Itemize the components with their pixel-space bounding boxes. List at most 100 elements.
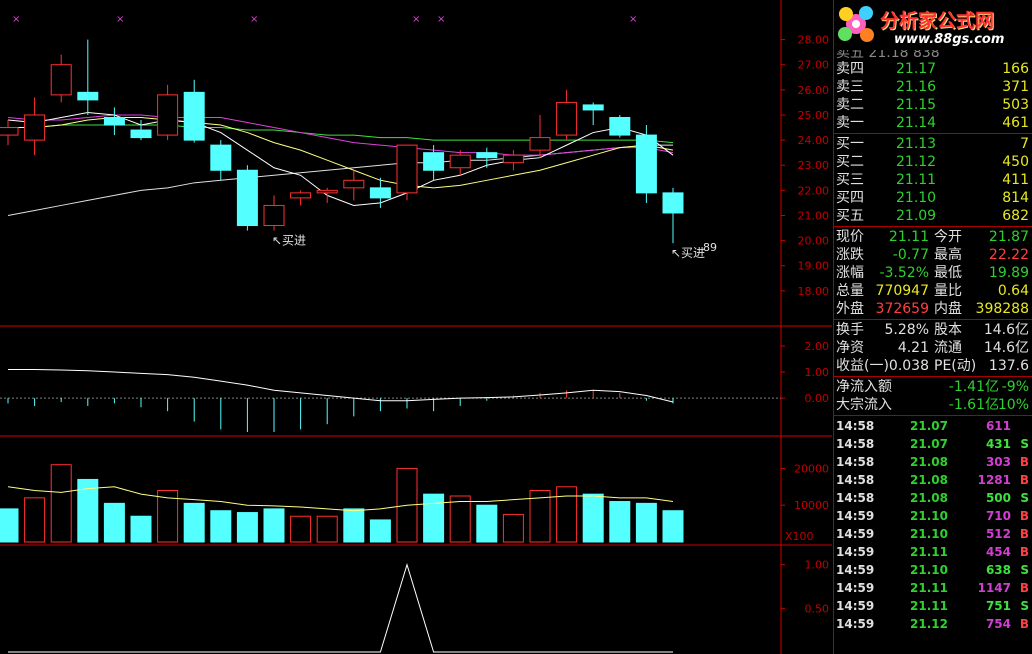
top-marker: × xyxy=(116,14,124,25)
fund-value: 137.6 xyxy=(988,358,1029,374)
candle-body xyxy=(582,104,604,111)
quote-separator xyxy=(834,376,1032,377)
tick-side: S xyxy=(1020,437,1029,451)
stat-label: 外盘 xyxy=(836,301,864,317)
flower-logo-icon xyxy=(838,6,874,42)
candle-body xyxy=(556,101,578,136)
kline-chart-svg[interactable]: × × × × × × 28.00 27.00 26.00 25.00 24.00 23.00 22.0… xyxy=(0,0,832,654)
osc-line xyxy=(8,368,674,403)
volume-bar xyxy=(316,515,338,543)
tick-row: 14:58 21.07 611 xyxy=(834,417,1032,435)
fund-value: 5.28% xyxy=(884,322,929,338)
vol-tick-label: 20000 xyxy=(794,462,829,475)
tick-time: 14:58 xyxy=(836,437,875,451)
site-logo: 分析家公式网 www.88gs.com xyxy=(834,0,1032,52)
top-marker: × xyxy=(412,14,420,25)
fund-row: 净资 4.21 流通 14.6亿 xyxy=(834,339,1032,357)
bid-price: 21.10 xyxy=(896,190,937,206)
volume-bar xyxy=(130,515,152,543)
tick-volume: 500 xyxy=(985,491,1011,505)
tick-time: 14:59 xyxy=(836,545,875,559)
stat-value: 398288 xyxy=(975,301,1029,317)
stat-value: -0.77 xyxy=(892,247,929,263)
stat-value: 770947 xyxy=(875,283,929,299)
stat-row: 现价 21.11 今开 21.87 xyxy=(834,228,1032,246)
bid-row: 买四 21.10 814 xyxy=(834,189,1032,207)
volume-bar xyxy=(609,501,631,543)
candle-body xyxy=(183,91,205,141)
ask-volume: 503 xyxy=(1002,97,1029,113)
logo-title: 分析家公式网 xyxy=(880,10,995,32)
quote-panel: 分析家公式网 www.88gs.com 卖五 21.18 838 卖四 21.17 1… xyxy=(833,0,1032,654)
bid-price: 21.13 xyxy=(896,136,937,152)
volume-bar xyxy=(423,493,445,543)
bid-row: 买二 21.12 450 xyxy=(834,153,1032,171)
price-tick-label: 19.00 xyxy=(798,260,830,273)
candle-body xyxy=(609,116,631,136)
candle-body xyxy=(0,127,19,136)
tick-row: 14:58 21.08 500 S xyxy=(834,489,1032,507)
kline-chart-area[interactable]: × × × × × × 28.00 27.00 26.00 25.00 24.00 23.00 22.0… xyxy=(0,0,832,654)
fund-row: 收益(一) 0.038 PE(动) 137.6 xyxy=(834,357,1032,375)
ma5-line xyxy=(7,111,674,206)
flow-label: 大宗流入 xyxy=(836,397,892,413)
bid-row: 买五 21.09 682 xyxy=(834,207,1032,225)
stat-value: 0.64 xyxy=(997,283,1029,299)
bid-volume: 450 xyxy=(1002,154,1029,170)
ask-label: 卖三 xyxy=(836,79,864,95)
sig-tick-label: 1.00 xyxy=(805,559,830,572)
tick-volume: 431 xyxy=(985,437,1011,451)
extra-label: 89 xyxy=(703,241,717,254)
volume-bar xyxy=(50,464,72,543)
flow-label: 净流入额 xyxy=(836,379,892,395)
candle-body xyxy=(210,144,232,171)
volume-bar xyxy=(369,519,391,543)
candle-body xyxy=(103,116,125,126)
flow-percent: -9% xyxy=(1001,379,1029,395)
bid-price: 21.12 xyxy=(896,154,937,170)
tick-time: 14:59 xyxy=(836,563,875,577)
tick-row: 14:58 21.08 1281 B xyxy=(834,471,1032,489)
tick-price: 21.07 xyxy=(910,437,948,451)
tick-side: S xyxy=(1020,599,1029,613)
ask-price: 21.17 xyxy=(896,61,937,77)
stat-label: 涨跌 xyxy=(836,247,864,263)
stat-label: 今开 xyxy=(934,229,962,245)
stat-label: 现价 xyxy=(836,229,864,245)
tick-row: 14:59 21.10 710 B xyxy=(834,507,1032,525)
tick-row: 14:59 21.12 754 B xyxy=(834,615,1032,633)
volume-bar xyxy=(529,489,551,543)
fund-label: 流通 xyxy=(934,340,962,356)
tick-side: B xyxy=(1019,509,1029,523)
volume-bar xyxy=(662,510,684,543)
candle-body xyxy=(236,169,258,227)
stat-row: 涨幅 -3.52% 最低 19.89 xyxy=(834,264,1032,282)
candle-body xyxy=(316,189,338,194)
candle-body xyxy=(635,134,657,194)
ask-row: 卖三 21.16 371 xyxy=(834,78,1032,96)
tick-row: 14:59 21.11 454 B xyxy=(834,543,1032,561)
stat-value: -3.52% xyxy=(879,265,929,281)
tick-price: 21.08 xyxy=(910,491,948,505)
price-tick-label: 26.00 xyxy=(798,84,830,97)
bid-volume: 814 xyxy=(1002,190,1029,206)
volume-bar xyxy=(502,513,524,543)
signal-line xyxy=(8,563,673,653)
volume-bar xyxy=(157,489,179,543)
bid-price: 21.11 xyxy=(896,172,937,188)
price-tick-label: 21.00 xyxy=(798,209,830,222)
top-marker: × xyxy=(629,14,637,25)
volume-bar xyxy=(290,515,312,543)
volume-bar xyxy=(263,508,285,543)
quote-separator xyxy=(834,133,1032,134)
ask-price: 21.14 xyxy=(896,115,937,131)
top-marker: × xyxy=(12,14,20,25)
bid-price: 21.09 xyxy=(896,208,937,224)
tick-price: 21.08 xyxy=(910,473,948,487)
osc-tick-label: 2.00 xyxy=(805,340,830,353)
volume-bar xyxy=(103,502,125,543)
stat-label: 总量 xyxy=(836,283,864,299)
volume-bar xyxy=(582,493,604,543)
stat-row: 外盘 372659 内盘 398288 xyxy=(834,300,1032,318)
tick-time: 14:59 xyxy=(836,581,875,595)
